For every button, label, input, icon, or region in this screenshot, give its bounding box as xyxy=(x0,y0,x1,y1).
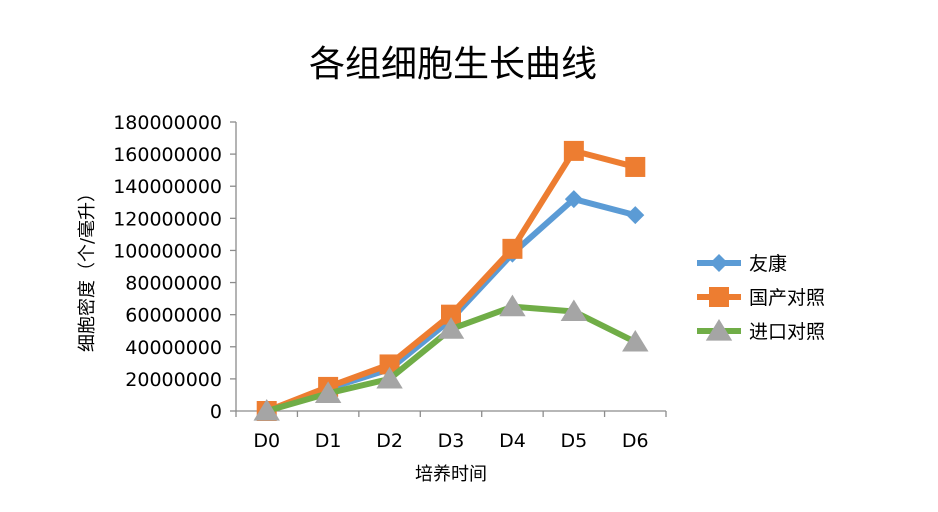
y-tick-label: 60000000 xyxy=(125,305,222,327)
x-tick-label: D5 xyxy=(560,430,587,452)
y-tick-label: 20000000 xyxy=(125,369,222,391)
y-tick-label: 0 xyxy=(210,401,222,423)
y-tick-label: 40000000 xyxy=(125,337,222,359)
y-axis-label: 细胞密度（个/毫升） xyxy=(77,184,98,352)
y-tick-label: 180000000 xyxy=(113,112,222,134)
x-tick-label: D1 xyxy=(315,430,342,452)
data-point xyxy=(379,354,400,375)
x-tick-label: D3 xyxy=(438,430,465,452)
data-point xyxy=(253,399,280,421)
series-3 xyxy=(253,294,649,421)
legend-item: 进口对照 xyxy=(697,319,825,343)
x-tick-label: D6 xyxy=(622,430,649,452)
y-tick-label: 140000000 xyxy=(113,176,222,198)
series-line xyxy=(263,147,639,414)
legend-marker xyxy=(705,319,733,341)
legend-marker xyxy=(709,287,729,307)
y-tick-label: 120000000 xyxy=(113,208,222,230)
legend-label: 友康 xyxy=(749,253,787,275)
x-tick-label: D2 xyxy=(376,430,403,452)
legend-label: 进口对照 xyxy=(749,321,825,343)
x-axis-label: 培养时间 xyxy=(415,464,487,485)
x-tick-label: D4 xyxy=(499,430,526,452)
data-point xyxy=(502,238,523,259)
y-tick-label: 80000000 xyxy=(125,273,222,295)
chart-title: 各组细胞生长曲线 xyxy=(309,44,597,85)
axes: 0 20000000 40000000 60000000 80000000 1000000… xyxy=(113,112,667,452)
data-point xyxy=(376,366,403,389)
legend-label: 国产对照 xyxy=(749,287,825,309)
legend-item: 友康 xyxy=(697,253,787,275)
data-point xyxy=(622,329,649,352)
data-point xyxy=(441,304,461,325)
data-point xyxy=(626,206,645,225)
data-point xyxy=(563,140,584,161)
data-point xyxy=(625,156,646,177)
data-point xyxy=(314,381,342,403)
series-2 xyxy=(256,140,646,421)
data-point xyxy=(437,317,465,339)
legend-marker xyxy=(710,254,728,272)
legend-item: 国产对照 xyxy=(697,287,825,309)
y-tick-label: 160000000 xyxy=(113,144,222,166)
data-point xyxy=(499,294,526,317)
data-point xyxy=(560,299,588,322)
data-point xyxy=(564,190,583,209)
y-tick-label: 100000000 xyxy=(113,240,222,262)
x-tick-label: D0 xyxy=(253,430,280,452)
series-layer xyxy=(253,140,649,421)
